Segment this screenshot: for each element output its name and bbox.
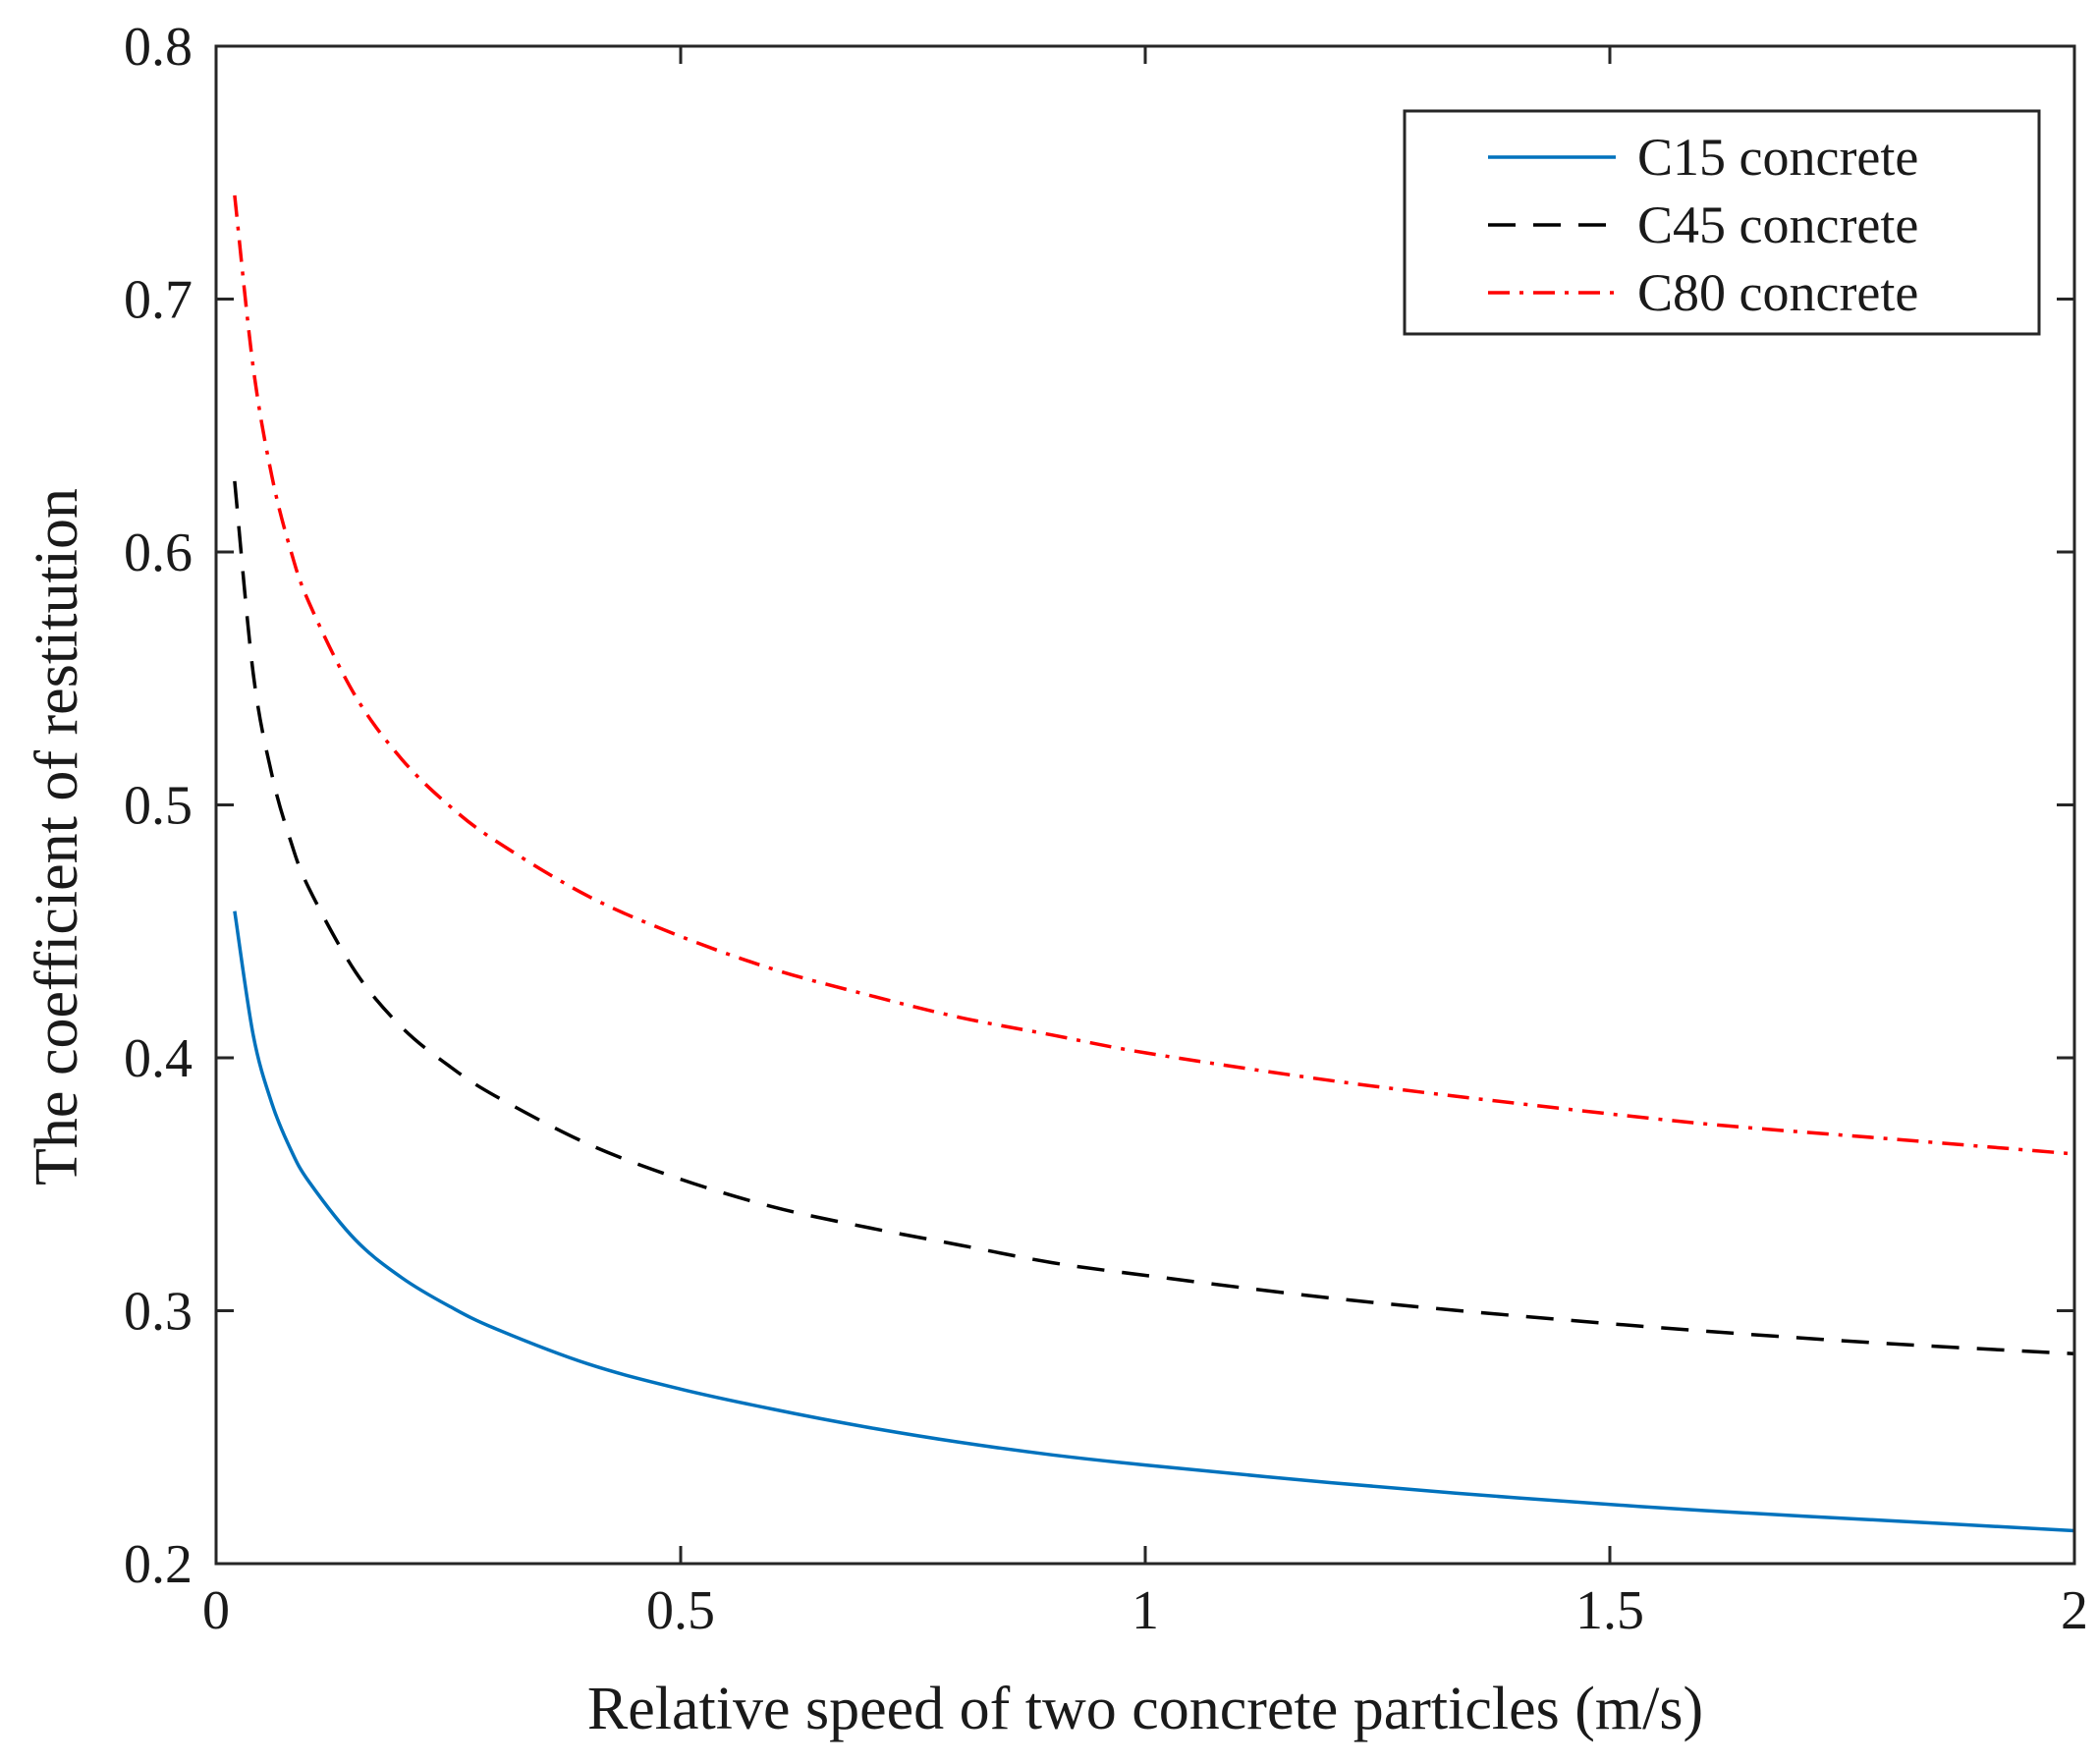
y-tick-label: 0.3 bbox=[124, 1282, 193, 1343]
x-tick-label: 0 bbox=[202, 1580, 230, 1641]
legend-label-1: C15 concrete bbox=[1637, 128, 1918, 187]
series-layer bbox=[233, 194, 2075, 1533]
y-tick-label: 0.2 bbox=[124, 1534, 193, 1595]
y-tick-label: 0.7 bbox=[124, 270, 193, 331]
y-tick-label: 0.8 bbox=[124, 17, 193, 78]
legend: C15 concrete C45 concrete C80 concrete bbox=[1403, 109, 2041, 336]
y-axis-title: The coefficient of restitution bbox=[24, 488, 90, 1185]
x-tick-label: 1 bbox=[1132, 1580, 1159, 1641]
axes-layer: 0 0.5 1 1.5 2 0.2 0.3 0.4 0.5 0.6 0.7 0.8 bbox=[124, 17, 2088, 1641]
series-line-2 bbox=[233, 480, 2075, 1356]
series-line-3 bbox=[233, 194, 2075, 1156]
legend-box bbox=[1403, 109, 2041, 336]
legend-label-2: C45 concrete bbox=[1637, 195, 1918, 254]
legend-label-3: C80 concrete bbox=[1637, 263, 1918, 322]
x-axis-title: Relative speed of two concrete particles… bbox=[587, 1676, 1703, 1742]
y-tick-label: 0.5 bbox=[124, 776, 193, 837]
y-tick-label: 0.6 bbox=[124, 523, 193, 583]
x-tick-label: 0.5 bbox=[646, 1580, 715, 1641]
series-line-1 bbox=[233, 910, 2075, 1533]
x-tick-label: 2 bbox=[2061, 1580, 2088, 1641]
x-tick-label: 1.5 bbox=[1575, 1580, 1644, 1641]
y-tick-label: 0.4 bbox=[124, 1028, 193, 1089]
